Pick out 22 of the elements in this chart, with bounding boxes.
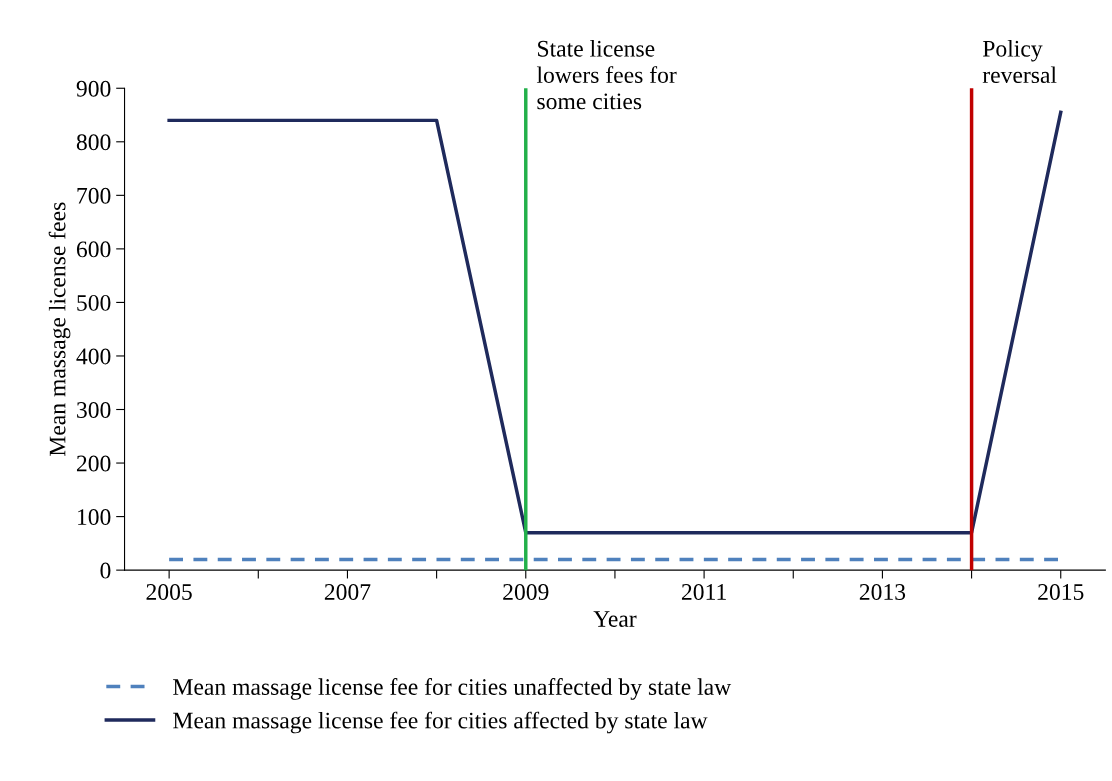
- x-tick-label: 2009: [503, 584, 549, 600]
- legend-label: Mean massage license fee for cities affected by state law: [173, 711, 708, 734]
- y-tick-label: 500: [77, 294, 111, 311]
- y-tick-label: 100: [78, 509, 111, 526]
- y-tick-label: 0: [100, 562, 111, 579]
- legend-label: Mean massage license fee for cities unaffected by state law: [173, 678, 732, 700]
- y-tick-label: 600: [76, 241, 111, 258]
- x-tick-label: 2007: [324, 584, 371, 600]
- y-tick-label: 300: [77, 401, 111, 418]
- x-axis-title: Year: [593, 611, 637, 627]
- y-tick-label: 200: [76, 455, 111, 472]
- ref-line-label: State license lowers fees for some cities: [536, 40, 677, 110]
- y-axis-title: Mean massage license fees: [48, 202, 71, 457]
- x-tick-label: 2011: [681, 584, 726, 600]
- y-tick-label: 700: [77, 187, 111, 204]
- y-tick-label: 900: [76, 80, 111, 97]
- ref-line-label: Policy reversal: [982, 40, 1057, 84]
- x-tick-label: 2015: [1038, 584, 1084, 600]
- x-tick-label: 2013: [859, 584, 906, 600]
- y-tick-label: 800: [76, 134, 111, 151]
- y-tick-label: 400: [76, 348, 111, 365]
- x-tick-label: 2005: [146, 584, 192, 600]
